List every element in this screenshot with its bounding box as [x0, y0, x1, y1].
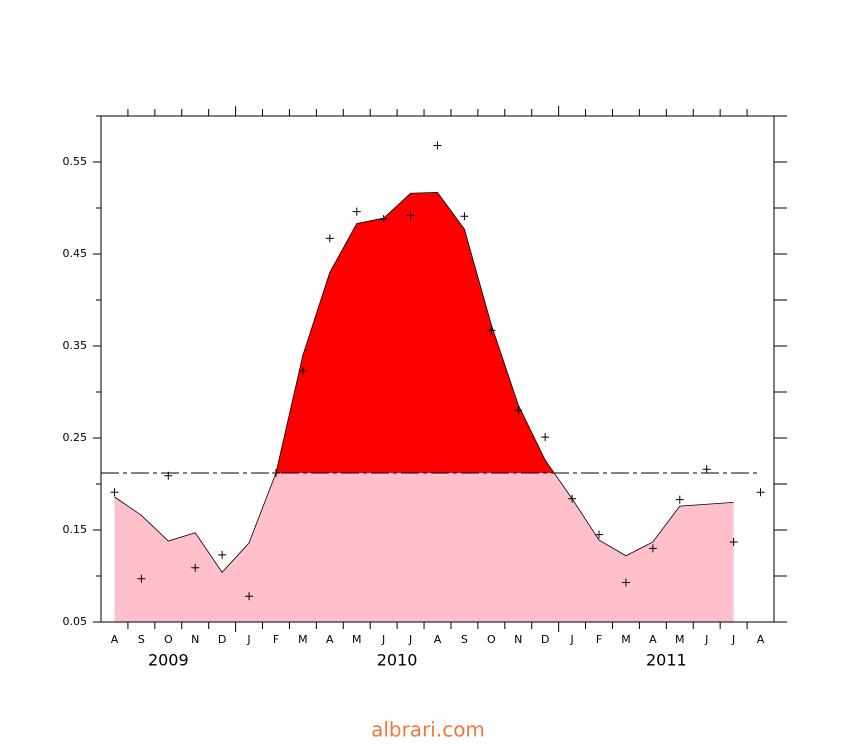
observed-point — [487, 326, 496, 335]
y-tick-label: 0.15 — [63, 523, 88, 536]
x-tick-label: J — [569, 633, 573, 646]
observed-point — [137, 574, 146, 583]
x-tick-label: A — [757, 633, 765, 646]
observed-point — [164, 471, 173, 480]
observed-point — [379, 215, 388, 224]
observed-point — [595, 530, 604, 539]
observed-point — [406, 211, 415, 220]
y-tick-label: 0.05 — [63, 615, 88, 628]
x-tick-label: A — [434, 633, 442, 646]
y-tick-label: 0.25 — [63, 431, 88, 444]
observed-point — [729, 537, 738, 546]
observed-point — [352, 207, 361, 216]
y-tick-label: 0.35 — [63, 339, 88, 352]
x-tick-label: A — [326, 633, 334, 646]
x-tick-label: S — [138, 633, 145, 646]
x-tick-label: A — [649, 633, 657, 646]
year-label: 2011 — [646, 651, 687, 670]
x-tick-label: M — [675, 633, 685, 646]
observed-point — [245, 592, 254, 601]
observed-point — [433, 141, 442, 150]
x-tick-label: O — [164, 633, 173, 646]
x-tick-label: M — [298, 633, 308, 646]
observed-point — [325, 234, 334, 243]
y-tick-label: 0.55 — [63, 155, 88, 168]
observed-point — [191, 563, 200, 572]
area-above — [275, 192, 555, 473]
observed-point — [110, 488, 119, 497]
year-label: 2010 — [377, 651, 418, 670]
x-tick-label: F — [273, 633, 279, 646]
watermark: albrari.com — [371, 718, 485, 741]
x-tick-label: N — [514, 633, 522, 646]
observed-point — [514, 406, 523, 415]
observed-point — [541, 433, 550, 442]
observed-point — [621, 578, 630, 587]
observed-point — [702, 465, 711, 474]
x-tick-label: D — [218, 633, 226, 646]
x-tick-label: O — [487, 633, 496, 646]
observed-point — [675, 495, 684, 504]
x-tick-label: D — [541, 633, 549, 646]
observed-point — [568, 494, 577, 503]
x-tick-label: M — [352, 633, 362, 646]
x-tick-label: A — [111, 633, 119, 646]
x-tick-label: J — [704, 633, 708, 646]
x-tick-label: J — [246, 633, 250, 646]
observed-point — [298, 366, 307, 375]
area-line — [114, 191, 734, 573]
x-tick-label: M — [621, 633, 631, 646]
x-tick-label: J — [408, 633, 412, 646]
observed-point — [218, 550, 227, 559]
observed-point — [648, 544, 657, 553]
observed-point — [460, 212, 469, 221]
x-tick-label: J — [381, 633, 385, 646]
x-tick-label: J — [731, 633, 735, 646]
year-label: 2009 — [148, 651, 189, 670]
observed-point — [756, 488, 765, 497]
y-tick-label: 0.45 — [63, 247, 88, 260]
x-tick-label: S — [461, 633, 468, 646]
area-below — [114, 472, 734, 622]
observed-point — [271, 468, 280, 477]
x-tick-label: N — [191, 633, 199, 646]
plot-frame — [100, 115, 775, 623]
x-tick-label: F — [596, 633, 602, 646]
